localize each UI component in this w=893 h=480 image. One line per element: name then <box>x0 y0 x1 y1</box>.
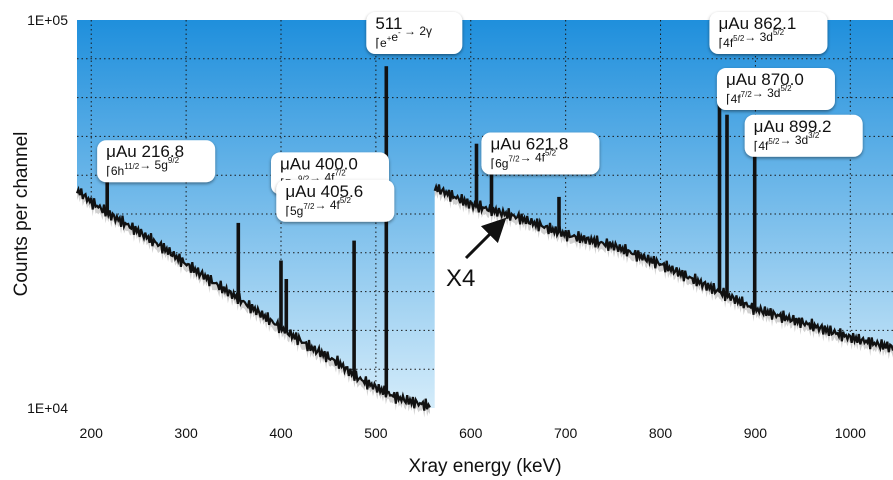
spectrum-line-right <box>433 182 893 353</box>
spectrum-line-left <box>75 185 431 411</box>
annotation-title: μAu 899.2 <box>754 117 832 136</box>
peak-line <box>474 143 479 206</box>
x-tick-label: 300 <box>174 425 198 441</box>
annotation-transition: ⌈6g7/2→ 4f5/2 <box>490 149 556 171</box>
x-axis-title: Xray energy (keV) <box>408 456 561 477</box>
annotation-bubble <box>97 140 216 183</box>
x-tick-label: 200 <box>80 425 104 441</box>
annotation-transition: ⌈e+e- → 2γ <box>375 24 432 50</box>
x-tick-label: 1000 <box>835 425 866 441</box>
arrow-line <box>464 217 507 260</box>
arrow-label: X4 <box>446 265 475 292</box>
peak-line <box>752 150 757 309</box>
annotation-au8621: μAu 862.1⌈4f5/2→ 3d5/2 <box>709 12 828 55</box>
y-axis-ticks: 1E+04 1E+05 <box>27 12 68 416</box>
spectrum-fill-segment <box>434 184 893 408</box>
peak-line <box>279 260 283 328</box>
annotation-title: μAu 405.6 <box>285 182 363 201</box>
annotation-title: μAu 216.8 <box>106 142 184 161</box>
peak-line <box>557 196 561 233</box>
annotation-bubble <box>366 12 463 55</box>
annotation-bubble <box>276 179 395 222</box>
x-tick-label: 600 <box>459 425 483 441</box>
annotation-transition: ⌈4f5/2→ 3d5/2 <box>718 28 784 50</box>
peak-line <box>384 66 389 393</box>
x-tick-label: 400 <box>269 425 293 441</box>
annotation-title: μAu 621.8 <box>490 135 568 154</box>
annotation-title: μAu 400.0 <box>280 154 358 173</box>
annotation-title: 511 <box>375 14 402 33</box>
annotation-transition: ⌈4f7/2→ 3d5/2 <box>726 84 792 106</box>
peak-line <box>489 158 494 210</box>
annotation-au6218: μAu 621.8⌈6g7/2→ 4f5/2 <box>481 132 600 175</box>
x-tick-label: 700 <box>554 425 578 441</box>
annotation-title: μAu 870.0 <box>726 70 804 89</box>
x-tick-label: 900 <box>744 425 768 441</box>
peak-line <box>105 174 109 213</box>
annotation-au8992: μAu 899.2⌈4f5/2→ 3d3/2 <box>744 114 863 157</box>
x-tick-label: 800 <box>649 425 673 441</box>
annotation-transition: ⌈5g7/2→ 4f5/2 <box>285 196 351 218</box>
y-axis-title: Counts per channel <box>11 132 32 297</box>
peak-line <box>236 222 241 299</box>
annotation-bubble <box>744 114 863 157</box>
annotation-bubble <box>716 68 835 111</box>
spectrum-series <box>75 182 893 411</box>
annotation-bubble <box>709 12 828 55</box>
annotation-au4056: μAu 405.6⌈5g7/2→ 4f5/2 <box>276 179 395 222</box>
peak-line <box>717 100 722 292</box>
peak-line <box>352 240 356 375</box>
x-tick-label: 500 <box>364 425 388 441</box>
peak-line <box>284 279 289 332</box>
annotation-transition: ⌈6h11/2→ 5g9/2 <box>106 156 179 178</box>
annotation-transition: ⌈4f5/2→ 3d3/2 <box>754 131 820 153</box>
annotation-p511: 511⌈e+e- → 2γ <box>366 12 463 55</box>
annotation-title: μAu 862.1 <box>718 14 796 33</box>
y-tick-label: 1E+04 <box>27 400 68 416</box>
peak-lines <box>105 66 757 393</box>
annotation-au8700: μAu 870.0⌈4f7/2→ 3d5/2 <box>716 68 835 111</box>
y-tick-label: 1E+05 <box>27 12 68 28</box>
annotation-bubble <box>481 132 600 175</box>
spectrum-fill-segment <box>77 188 430 411</box>
annotation-au2168: μAu 216.8⌈6h11/2→ 5g9/2 <box>97 140 216 183</box>
x4-arrow: X4 <box>446 217 507 292</box>
x-axis-ticks: 200 300 400 500 600 700 800 900 1000 <box>80 425 867 441</box>
peak-line <box>725 114 729 296</box>
